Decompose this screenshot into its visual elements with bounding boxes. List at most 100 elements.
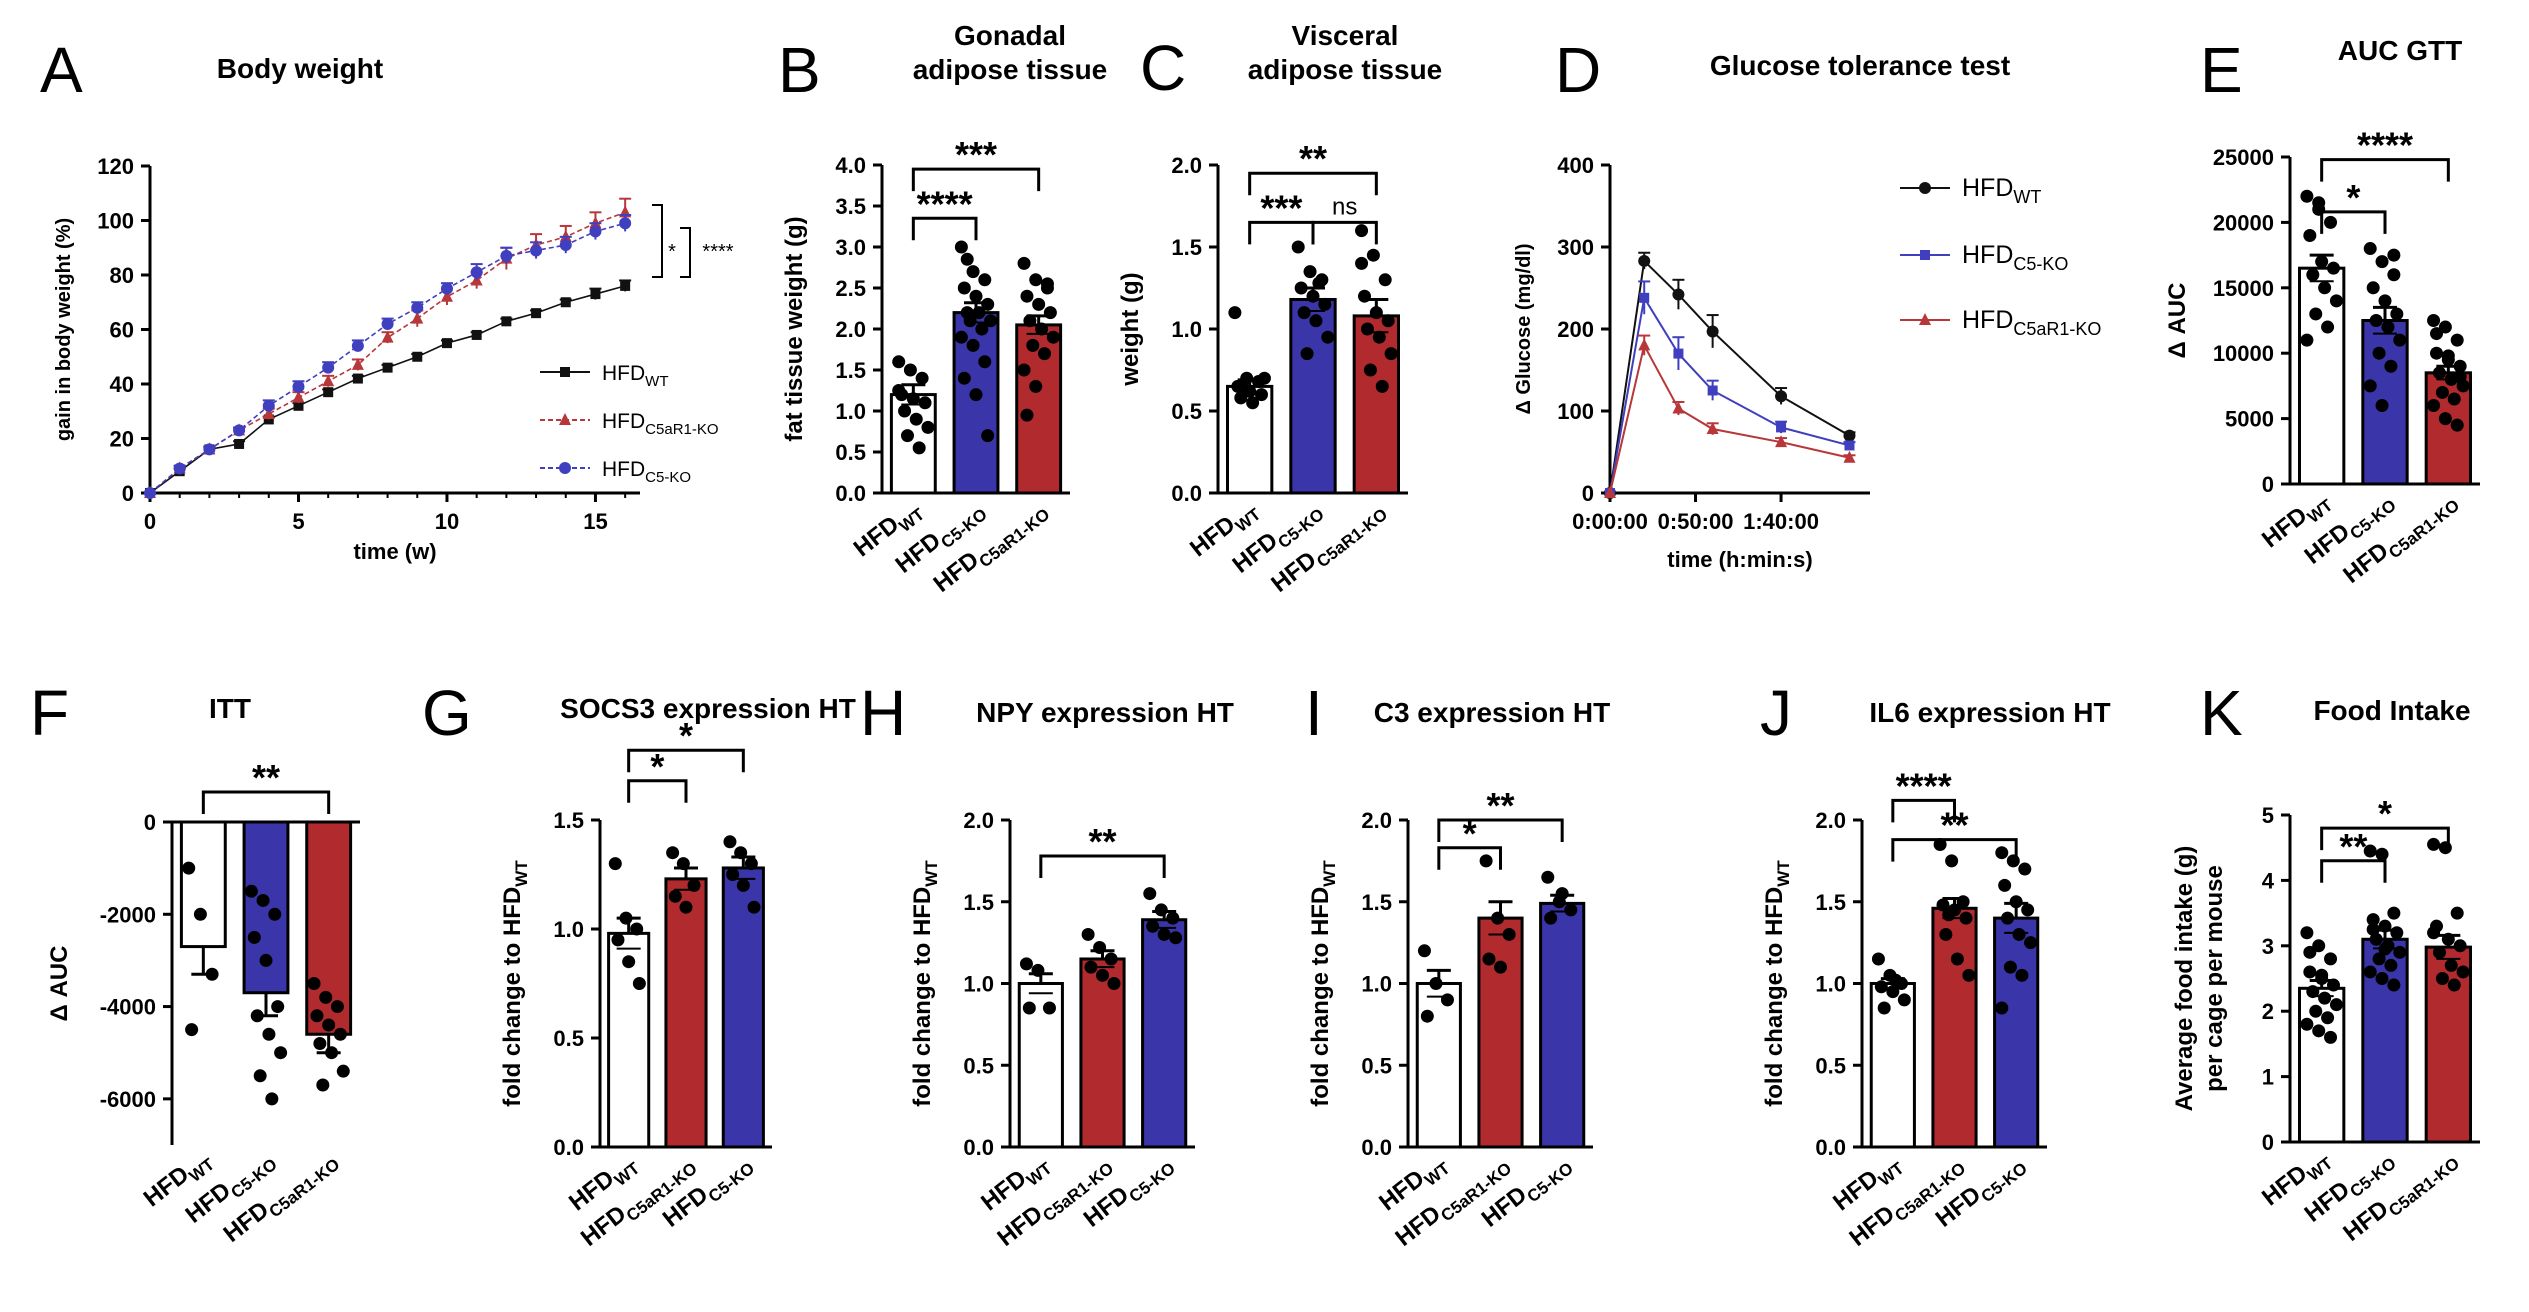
- data-point: [2318, 991, 2332, 1005]
- data-point: [2312, 196, 2326, 210]
- sig-label: ****: [702, 241, 733, 263]
- data-point: [1638, 254, 1651, 267]
- data-point: [1246, 396, 1260, 410]
- data-point: [253, 1069, 267, 1083]
- data-point: [723, 835, 737, 849]
- panel-title-A: Body weight: [217, 53, 383, 84]
- y-tick-label-F: -2000: [100, 902, 156, 927]
- data-point: [734, 846, 748, 860]
- data-point: [2375, 847, 2389, 861]
- sig-label: **: [1088, 821, 1116, 862]
- data-point: [1707, 385, 1718, 396]
- y-tick-label-E: 0: [2262, 472, 2274, 497]
- y-tick-label-D: 200: [1557, 317, 1594, 342]
- y-tick-label-B: 0.5: [835, 440, 866, 465]
- panel-K: K Food Intake 0 1 2 3 4 5 Average food intake (g…: [2171, 677, 2480, 1247]
- panel-I: I C3 expression HT 0.0 0.5 1.0 1.5 2.0 fold cha…: [1305, 677, 1610, 1252]
- legend-label: HFDC5-KO: [602, 458, 691, 486]
- legend-label-sub: C5aR1-KO: [2013, 319, 2101, 339]
- legend-label-base: HFD: [1962, 306, 2013, 334]
- data-point: [668, 889, 682, 903]
- y-tick-label-B: 4.0: [835, 153, 866, 178]
- y-tick-label-A: 100: [97, 209, 134, 234]
- data-point: [2435, 385, 2449, 399]
- data-point: [2438, 841, 2452, 855]
- data-point: [1309, 314, 1323, 328]
- panel-title-J: IL6 expression HT: [1869, 697, 2110, 728]
- sig-bracket: [680, 227, 691, 278]
- data-point: [411, 301, 424, 314]
- data-point: [1043, 306, 1057, 320]
- data-point: [2372, 952, 2386, 966]
- y-tick-label-J: 0.0: [1815, 1135, 1846, 1160]
- data-point: [205, 967, 219, 981]
- data-point: [1494, 960, 1507, 974]
- data-point: [2326, 261, 2340, 275]
- legend-label: HFDWT: [1962, 174, 2041, 207]
- y-axis-label-base: fold change to HFD: [909, 887, 936, 1107]
- sig-bracket: [2320, 158, 2450, 182]
- data-point: [1035, 322, 1049, 336]
- data-point: [1420, 1009, 1434, 1023]
- series-line-2: [1609, 342, 1850, 494]
- data-point: [412, 351, 423, 362]
- panel-letter-F: F: [30, 677, 69, 749]
- data-point: [966, 338, 980, 352]
- y-tick-label-H: 0.0: [963, 1135, 994, 1160]
- data-point: [1321, 330, 1335, 344]
- category-label-sub: C5aR1-KO: [2385, 496, 2463, 563]
- data-point: [2441, 349, 2455, 363]
- data-point: [247, 930, 261, 944]
- y-axis-label-base: fold change to HFD: [1761, 887, 1788, 1107]
- data-point: [1020, 289, 1034, 303]
- bar: [1015, 323, 1063, 495]
- data-point: [957, 281, 971, 295]
- data-point: [1775, 390, 1788, 403]
- y-tick-label-K: 4: [2262, 868, 2275, 893]
- y-axis-label-A: gain in body weight (%): [53, 218, 75, 441]
- legend-label-base: HFD: [602, 458, 645, 481]
- data-point: [676, 857, 690, 871]
- y-tick-label-I: 0.0: [1361, 1135, 1392, 1160]
- y-tick-label-H: 1.5: [963, 890, 994, 915]
- data-point: [1384, 347, 1398, 361]
- panel-letter-A: A: [40, 34, 83, 106]
- data-point: [1022, 1001, 1036, 1015]
- data-point: [679, 900, 693, 914]
- data-point: [2369, 314, 2383, 327]
- data-point: [2324, 952, 2338, 966]
- sig-label: *: [650, 746, 664, 787]
- legend-label-sub: WT: [2013, 187, 2041, 207]
- data-point: [1417, 944, 1431, 958]
- data-point: [1363, 363, 1377, 377]
- data-point: [2366, 913, 2380, 927]
- data-point: [1998, 878, 2012, 892]
- data-point: [2015, 968, 2029, 982]
- sig-label: ns: [1332, 193, 1357, 220]
- data-point: [1318, 297, 1332, 311]
- bar: [1477, 916, 1524, 1149]
- sig-bracket: [1437, 818, 1564, 842]
- data-point: [1706, 325, 1719, 338]
- data-point: [352, 373, 363, 384]
- data-point: [918, 396, 932, 410]
- x-tick-label-A: 5: [292, 509, 304, 534]
- series-line-1: [1609, 295, 1850, 494]
- series-line-0: [1609, 258, 1850, 494]
- legend-label-base: HFD: [1962, 174, 2013, 202]
- data-point: [2303, 945, 2317, 959]
- data-point: [2363, 242, 2377, 256]
- data-point: [1294, 281, 1308, 295]
- bar: [1352, 314, 1400, 495]
- data-point: [271, 1000, 285, 1014]
- y-axis-label-G: fold change to HFDWT: [499, 860, 531, 1107]
- data-point: [909, 412, 923, 426]
- x-tick-label-D: 0:00:00: [1572, 509, 1648, 534]
- y-tick-label-A: 80: [110, 263, 134, 288]
- data-point: [984, 314, 998, 328]
- data-point: [906, 392, 920, 406]
- panel-title-C: adipose tissue: [1248, 54, 1443, 85]
- data-point: [1706, 422, 1719, 435]
- legend-marker: [559, 462, 571, 474]
